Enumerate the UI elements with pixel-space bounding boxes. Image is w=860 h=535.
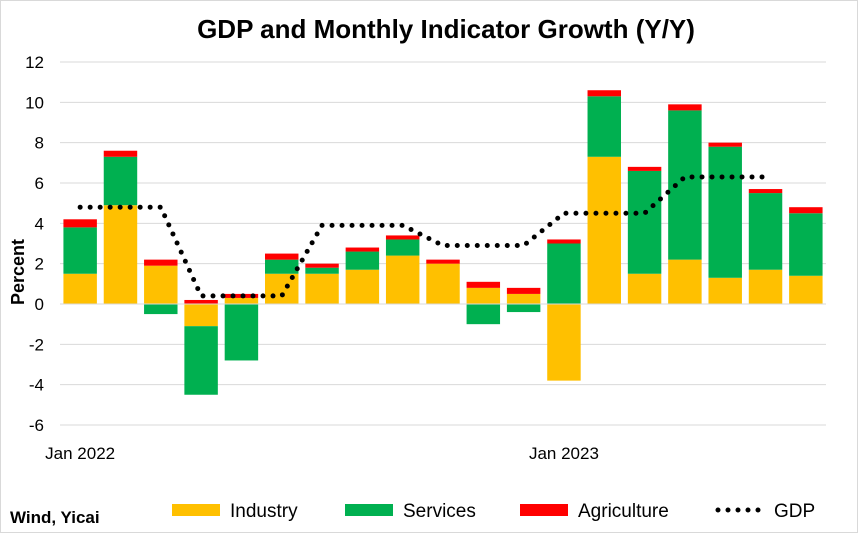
x-tick-labels: Jan 2022 Jan 2023 [45,444,599,463]
bar-industry-7 [305,273,339,304]
bar-services-7 [305,267,339,274]
gdp-series-line [77,174,769,299]
legend-item-services: Services [345,501,476,522]
chart-title: GDP and Monthly Indicator Growth (Y/Y) [197,14,695,44]
bar-industry-11 [466,287,501,304]
bar-industry-16 [668,259,702,304]
bar-agriculture-8 [345,247,380,252]
y-tick-labels: -6 -4 -2 0 2 4 6 8 10 12 [25,53,44,435]
bar-services-17 [708,146,742,278]
bar-services-12 [506,304,541,313]
x-tick-label: Jan 2022 [45,444,115,463]
bar-services-8 [345,251,380,270]
bar-agriculture-1 [63,219,97,228]
bar-industry-2 [103,205,138,304]
legend-item-gdp: GDP [715,501,815,522]
bar-agriculture-11 [466,281,501,288]
bar-industry-14 [587,156,621,304]
y-axis-label: Percent [8,239,28,305]
bar-agriculture-10 [426,259,460,264]
y-tick-label: 0 [35,295,44,314]
y-tick-label: -6 [29,416,44,435]
bar-agriculture-9 [385,235,420,240]
bar-services-3 [144,304,178,315]
bar-agriculture-12 [506,287,541,294]
bar-industry-3 [144,265,178,304]
legend-swatch [172,504,220,516]
bar-agriculture-4 [184,299,218,304]
bar-industry-9 [385,255,420,304]
bar-agriculture-19 [789,207,823,214]
gdp-line [77,174,769,299]
bar-services-19 [789,213,823,276]
legend-swatch [520,504,568,516]
bar-services-13 [547,243,581,304]
legend-item-industry: Industry [172,501,298,522]
bar-services-14 [587,96,621,157]
bar-industry-1 [63,273,97,304]
bar-industry-8 [345,269,380,304]
source-note: Wind, Yicai [10,508,100,527]
bar-industry-15 [627,273,662,304]
bar-agriculture-3 [144,259,178,266]
y-tick-label: -2 [29,335,44,354]
y-tick-label: 8 [35,134,44,153]
bar-industry-12 [506,293,541,304]
bars [63,90,823,395]
bar-industry-13 [547,304,581,381]
legend-item-agriculture: Agriculture [520,501,669,522]
bar-agriculture-6 [265,253,299,260]
y-tick-label: 6 [35,174,44,193]
bar-agriculture-18 [748,189,783,194]
bar-industry-18 [748,269,783,304]
y-tick-label: 10 [25,93,44,112]
bar-services-2 [103,156,138,206]
bar-services-4 [184,326,218,395]
bar-agriculture-15 [627,166,662,171]
bar-industry-5 [224,297,259,304]
bar-services-5 [224,304,259,361]
bar-industry-17 [708,277,742,304]
legend-label: Agriculture [578,501,669,522]
bar-services-9 [385,239,420,256]
bar-services-18 [748,193,783,270]
legend-label: Services [403,501,476,522]
bar-agriculture-2 [103,150,138,157]
y-tick-label: 12 [25,53,44,72]
bar-services-1 [63,227,97,274]
legend-swatch [345,504,393,516]
bar-agriculture-14 [587,90,621,97]
legend-label: GDP [774,501,815,522]
bar-services-11 [466,304,501,325]
bar-agriculture-13 [547,239,581,244]
legend: Industry Services Agriculture GDP [172,501,815,522]
bar-industry-10 [426,263,460,304]
bar-services-6 [265,259,299,274]
legend-label: Industry [230,501,298,522]
bar-services-15 [627,170,662,274]
y-tick-label: -4 [29,376,44,395]
bar-agriculture-17 [708,142,742,147]
x-tick-label: Jan 2023 [529,444,599,463]
y-tick-label: 2 [35,255,44,274]
bar-industry-4 [184,304,218,327]
bar-industry-19 [789,275,823,304]
bar-agriculture-16 [668,104,702,111]
y-tick-label: 4 [35,214,44,233]
bar-agriculture-7 [305,263,339,268]
